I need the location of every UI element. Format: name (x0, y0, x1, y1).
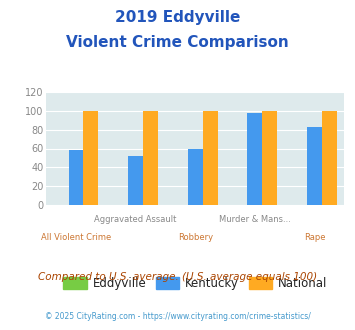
Bar (188, 148, 203, 205)
Text: Robbery: Robbery (178, 233, 213, 242)
Bar (307, 127, 322, 205)
Bar (83, 111, 98, 205)
Text: All Violent Crime: All Violent Crime (41, 233, 111, 242)
Legend: Eddyville, Kentucky, National: Eddyville, Kentucky, National (58, 272, 332, 295)
Bar (128, 156, 143, 205)
Text: Murder & Mans...: Murder & Mans... (219, 214, 291, 223)
Text: Aggravated Assault: Aggravated Assault (94, 214, 177, 223)
Bar (203, 111, 218, 205)
Text: Compared to U.S. average. (U.S. average equals 100): Compared to U.S. average. (U.S. average … (38, 272, 317, 282)
Text: 2019 Eddyville: 2019 Eddyville (115, 10, 240, 25)
Text: © 2025 CityRating.com - https://www.cityrating.com/crime-statistics/: © 2025 CityRating.com - https://www.city… (45, 312, 310, 321)
Bar (69, 150, 83, 205)
Bar (143, 111, 158, 205)
Bar (262, 111, 277, 205)
Text: Rape: Rape (304, 233, 325, 242)
Bar (322, 111, 337, 205)
Text: Violent Crime Comparison: Violent Crime Comparison (66, 35, 289, 50)
Bar (247, 113, 262, 205)
